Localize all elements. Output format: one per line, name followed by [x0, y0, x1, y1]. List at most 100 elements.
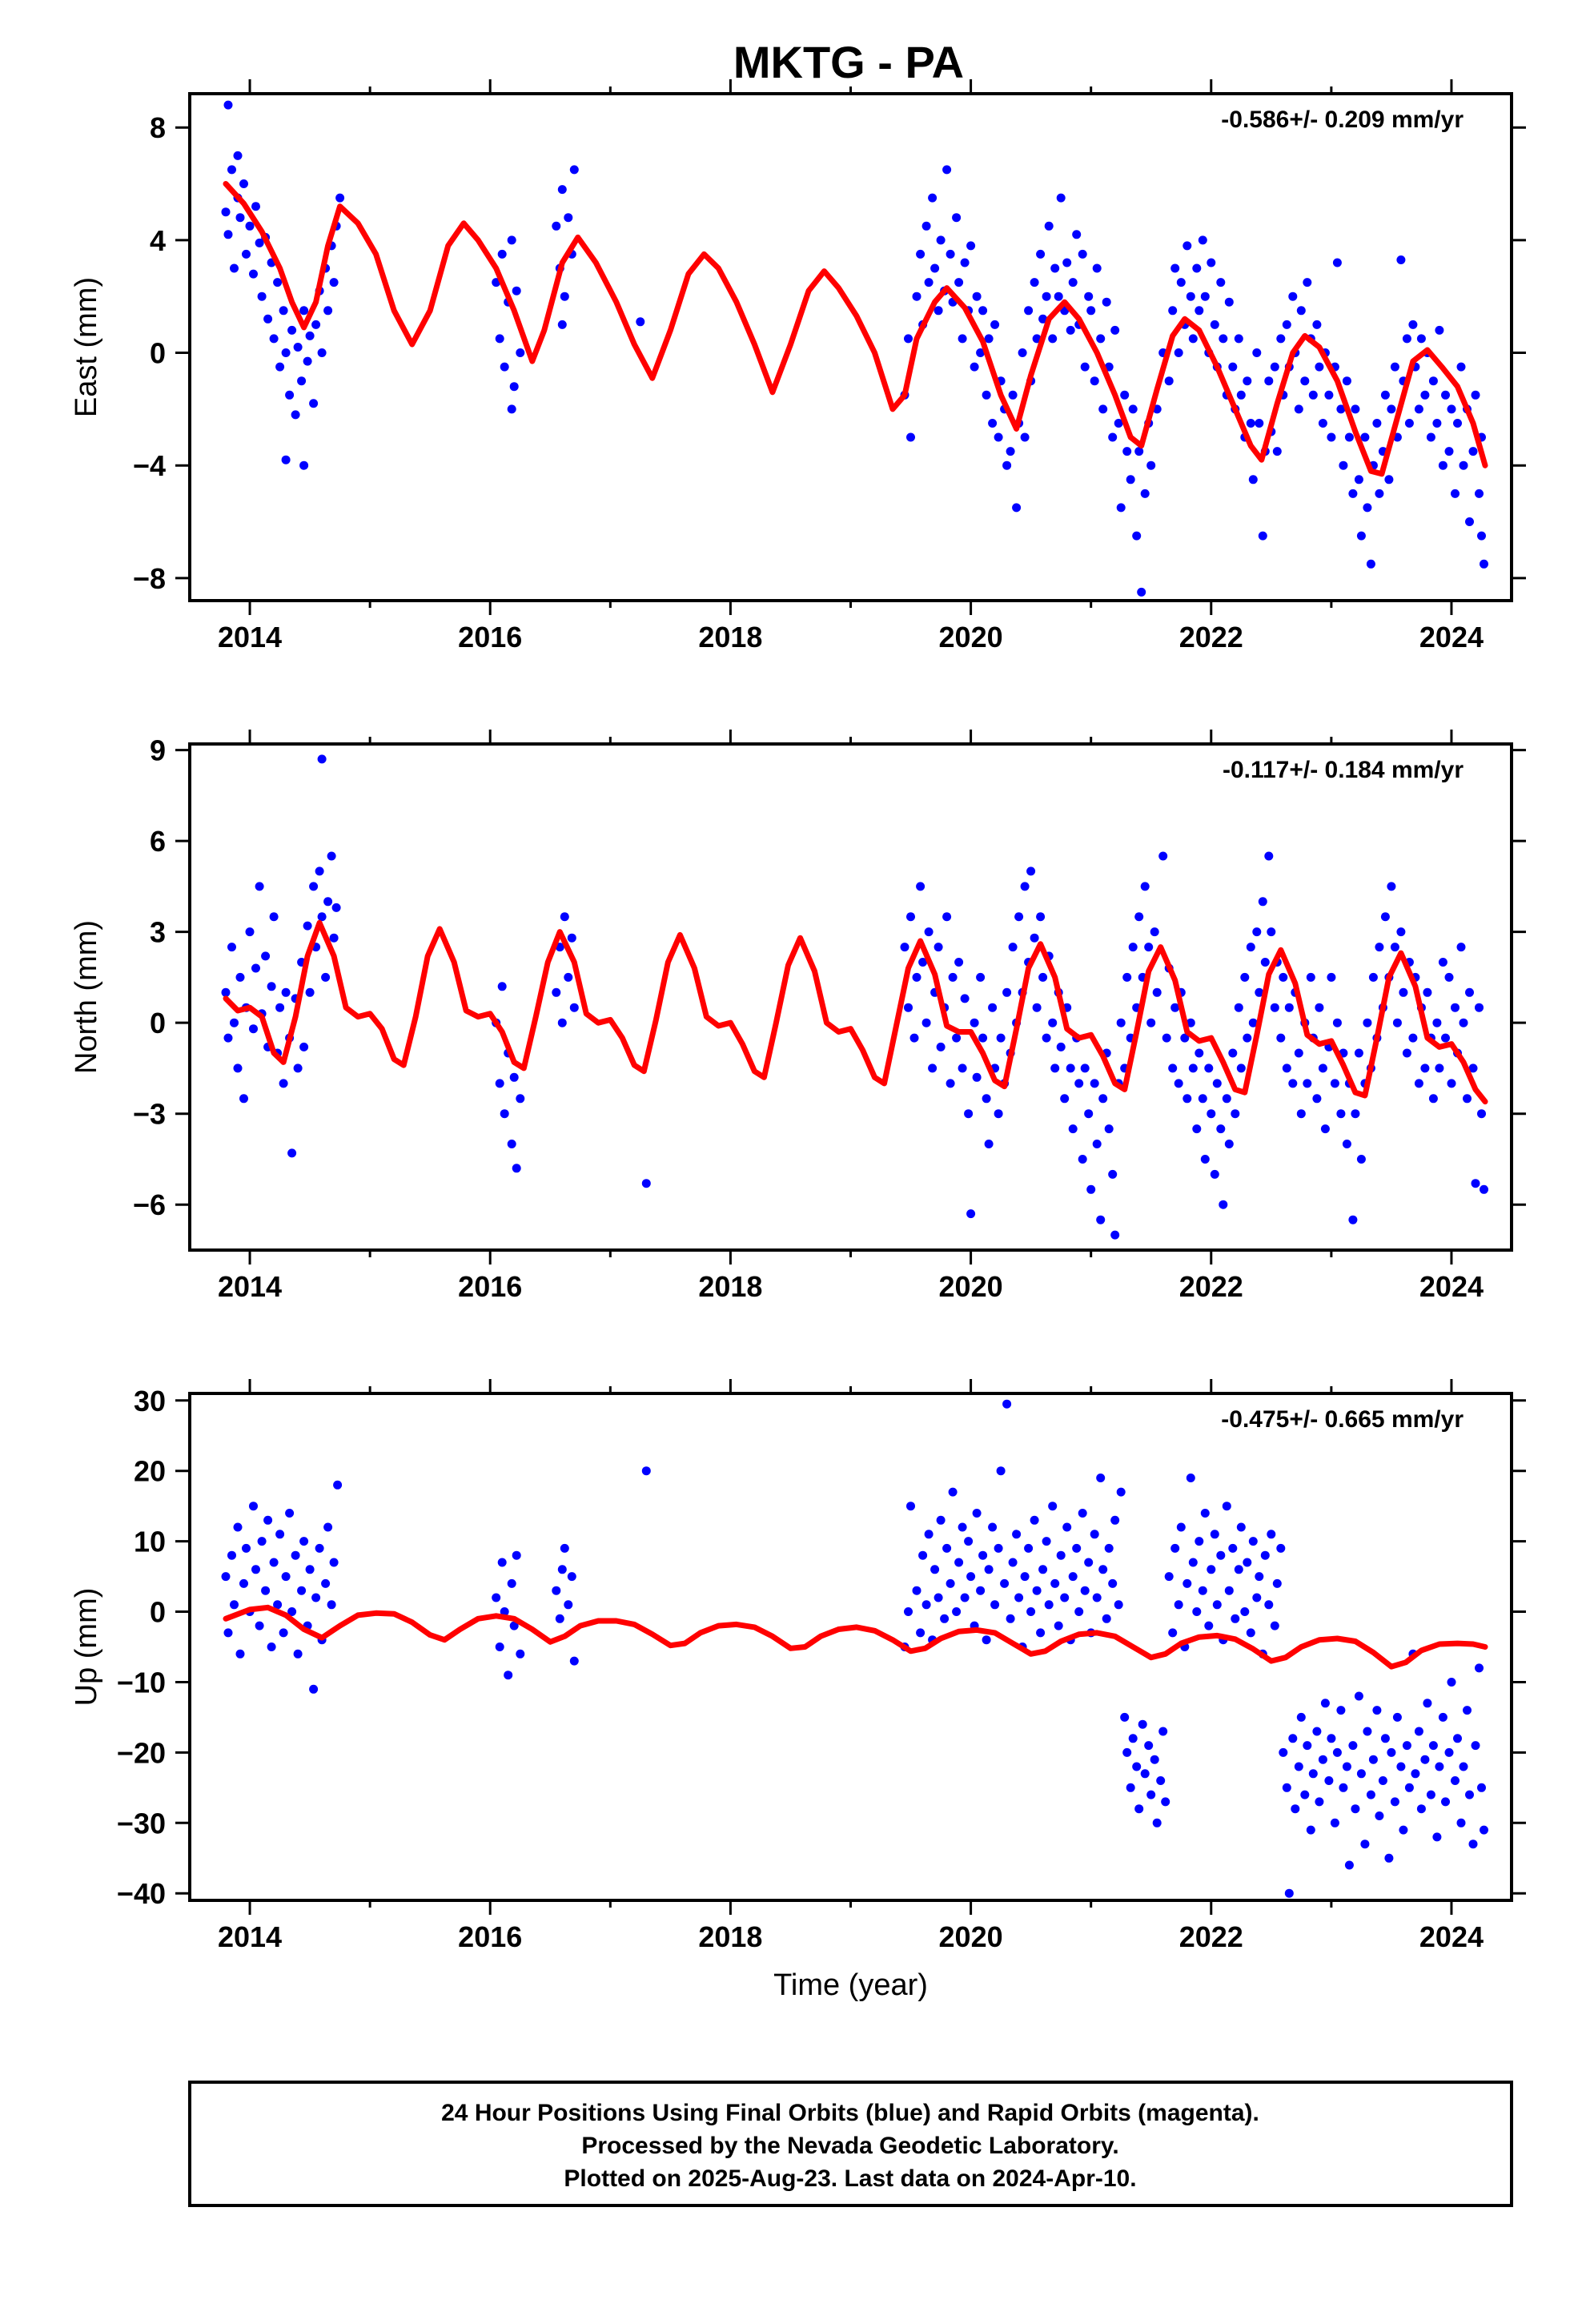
- east-x-tick-label: 2020: [939, 621, 1003, 653]
- north-point: [223, 1033, 233, 1043]
- up-point: [960, 1593, 970, 1602]
- north-point: [900, 943, 909, 952]
- up-point: [1060, 1593, 1070, 1602]
- up-point: [1463, 1706, 1472, 1715]
- north-point: [1279, 972, 1288, 982]
- north-point: [1444, 972, 1454, 982]
- up-point: [1366, 1790, 1375, 1799]
- up-point: [1174, 1600, 1183, 1610]
- east-point: [954, 278, 964, 287]
- north-point: [1186, 1018, 1195, 1027]
- north-point: [552, 987, 561, 997]
- north-point: [1128, 943, 1138, 952]
- east-point: [930, 263, 940, 273]
- up-point: [976, 1586, 986, 1595]
- east-point: [1036, 249, 1046, 259]
- east-point: [960, 258, 970, 267]
- east-point: [230, 263, 239, 273]
- east-point: [516, 348, 525, 357]
- east-x-tick-label: 2018: [698, 621, 762, 653]
- up-point: [1477, 1783, 1486, 1792]
- up-point: [1062, 1522, 1072, 1532]
- up-point: [305, 1565, 315, 1574]
- east-point: [906, 432, 915, 442]
- up-point: [1050, 1578, 1060, 1588]
- up-y-tick-label: −30: [117, 1807, 166, 1839]
- up-point: [311, 1593, 321, 1602]
- north-point: [1162, 1033, 1171, 1043]
- up-point: [1414, 1727, 1423, 1736]
- east-point: [285, 390, 295, 400]
- north-point: [1092, 1140, 1102, 1148]
- north-point: [1048, 1018, 1058, 1027]
- up-point: [1276, 1543, 1286, 1553]
- east-point: [912, 292, 921, 301]
- north-point: [1248, 1018, 1258, 1027]
- up-point: [1272, 1578, 1282, 1588]
- east-point: [904, 334, 913, 344]
- east-point: [1344, 432, 1354, 442]
- up-point: [1438, 1712, 1447, 1722]
- up-point: [255, 1621, 264, 1630]
- north-point: [1068, 1124, 1078, 1134]
- east-point: [1324, 390, 1334, 400]
- up-point: [1420, 1755, 1430, 1764]
- up-point: [1231, 1614, 1240, 1623]
- footer-frame: [188, 2081, 1513, 2207]
- east-point: [1102, 297, 1111, 307]
- up-point: [1072, 1543, 1082, 1553]
- north-point: [1236, 1063, 1246, 1073]
- east-y-tick-label: 4: [150, 224, 166, 257]
- north-point: [960, 994, 970, 1003]
- north-y-axis-label: North (mm): [70, 920, 103, 1074]
- up-point: [1044, 1600, 1054, 1610]
- up-point: [1152, 1818, 1162, 1827]
- up-point: [978, 1550, 988, 1560]
- north-point: [331, 903, 341, 912]
- east-point: [1282, 320, 1291, 329]
- north-point: [921, 1018, 931, 1027]
- up-point: [1342, 1762, 1351, 1771]
- north-point: [1435, 1063, 1444, 1073]
- east-point: [1114, 419, 1123, 428]
- up-point: [1255, 1572, 1264, 1582]
- north-point: [317, 754, 327, 764]
- up-point: [1156, 1776, 1166, 1785]
- up-point: [1138, 1719, 1147, 1729]
- up-point: [1428, 1741, 1438, 1751]
- up-point: [500, 1607, 509, 1616]
- north-point: [287, 1148, 297, 1158]
- east-point: [1137, 587, 1146, 597]
- east-point: [1303, 278, 1312, 287]
- north-point: [1282, 1063, 1291, 1073]
- east-point: [1200, 292, 1210, 301]
- up-point: [1195, 1537, 1204, 1546]
- east-point: [1426, 432, 1435, 442]
- east-point: [500, 362, 509, 372]
- north-point: [1188, 1063, 1198, 1073]
- east-point: [299, 306, 309, 316]
- north-point: [1267, 927, 1276, 937]
- east-point: [1164, 376, 1174, 386]
- east-point: [1168, 306, 1178, 316]
- east-point: [1414, 404, 1423, 414]
- north-point: [1471, 1179, 1480, 1188]
- up-panel: 2014 2016 2018 2020 2022 2024 −40 −30 −20 −10 0 10 2…: [70, 1379, 1526, 2002]
- east-point: [239, 179, 248, 188]
- up-point: [560, 1543, 569, 1553]
- north-point: [1264, 851, 1274, 861]
- north-point: [251, 963, 260, 973]
- east-point: [497, 249, 507, 259]
- east-point: [1120, 390, 1130, 400]
- east-y-axis-label: East (mm): [70, 277, 103, 417]
- north-point: [1342, 1140, 1351, 1148]
- up-point: [1411, 1769, 1420, 1779]
- up-point: [509, 1621, 519, 1630]
- up-y-tick-label: −40: [117, 1877, 166, 1910]
- east-point: [281, 455, 291, 464]
- north-point: [1174, 1079, 1183, 1088]
- up-point: [936, 1515, 946, 1525]
- up-point: [1423, 1699, 1432, 1708]
- up-point: [1098, 1565, 1108, 1574]
- up-point: [1042, 1537, 1051, 1546]
